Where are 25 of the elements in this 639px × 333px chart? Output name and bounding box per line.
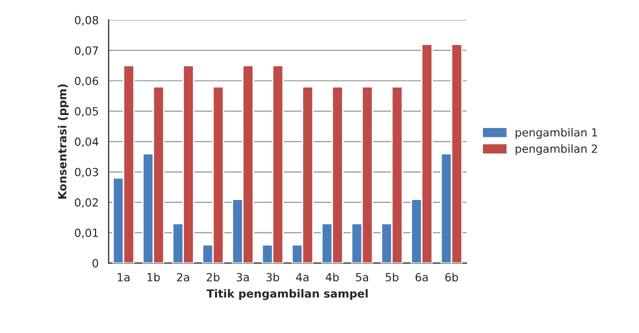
- y-tick-label: 0,01: [74, 228, 98, 238]
- x-tick-label: 1a: [118, 273, 130, 282]
- x-tick-label: 4a: [296, 273, 308, 282]
- x-tick-label: 3a: [236, 272, 249, 282]
- x-tick-label: 5a: [356, 273, 368, 282]
- y-tick-label: 0,02: [74, 198, 98, 208]
- y-tick-label: 0,04: [74, 138, 98, 148]
- x-axis-title: Titik pengambilan sampel: [206, 289, 368, 300]
- x-tick-label: 4b: [326, 272, 339, 282]
- legend-label: pengambilan 2: [516, 144, 597, 156]
- legend-label: pengambilan 1: [516, 128, 598, 139]
- x-tick-label: 1b: [148, 272, 160, 282]
- x-tick-label: 6a: [416, 272, 428, 282]
- x-tick-label: 5b: [386, 272, 398, 282]
- y-tick-label: 0: [92, 259, 98, 268]
- x-tick-label: 6b: [445, 272, 458, 282]
- x-tick-label: 3b: [266, 272, 280, 282]
- x-tick-label: 2a: [177, 272, 190, 282]
- y-tick-label: 0,07: [74, 46, 98, 56]
- y-axis-title: Konsentrasi (ppm): [58, 84, 69, 199]
- y-tick-label: 0,03: [74, 168, 98, 178]
- y-tick-label: 0,08: [74, 16, 98, 26]
- y-tick-label: 0,05: [74, 107, 98, 117]
- y-tick-label: 0,06: [74, 76, 98, 86]
- x-tick-label: 2b: [206, 272, 220, 282]
